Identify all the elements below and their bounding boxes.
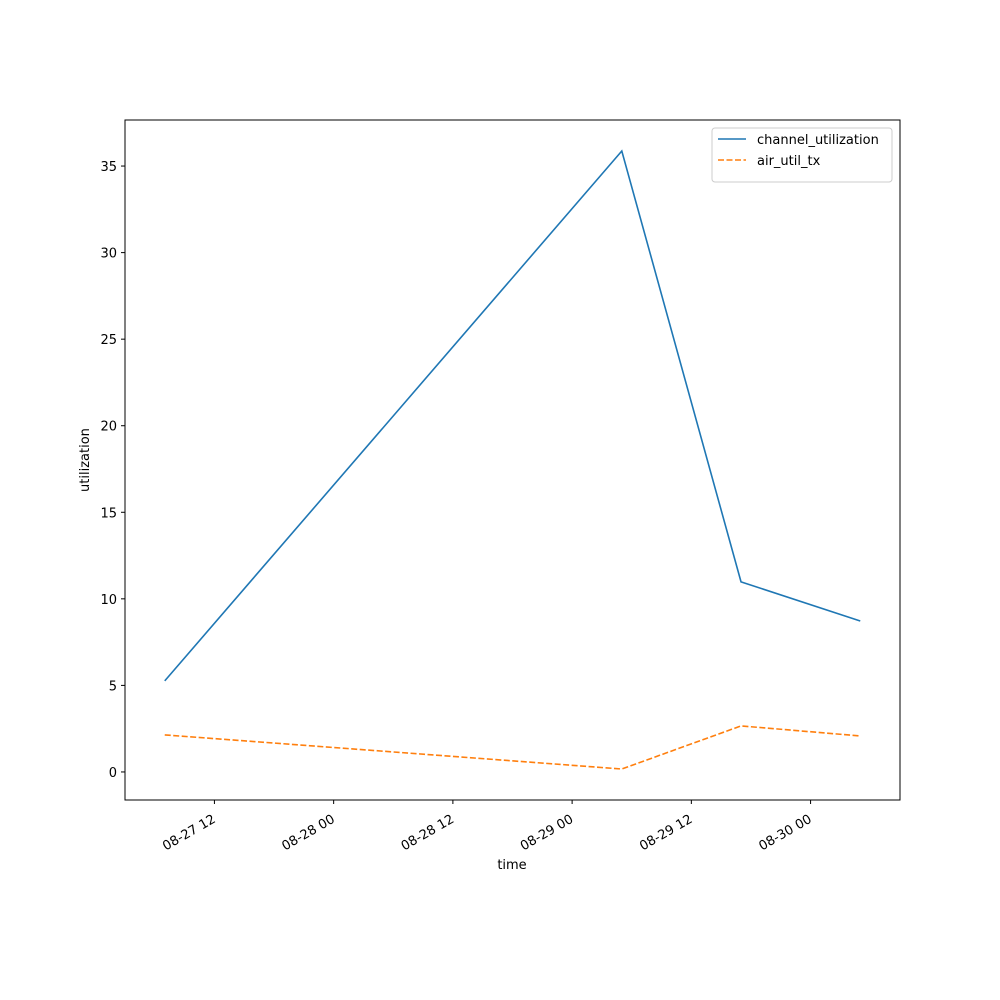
y-tick-label: 10 — [100, 593, 117, 608]
line-series — [164, 149, 861, 682]
plot-frame — [124, 119, 901, 801]
legend-box — [711, 127, 893, 183]
y-tick-label: 0 — [109, 766, 117, 781]
y-tick-label: 15 — [100, 506, 117, 521]
y-tick-label: 30 — [100, 247, 117, 262]
legend-label: channel_utilization — [757, 133, 879, 148]
y-axis-label: utilization — [78, 428, 93, 492]
y-tick-label: 25 — [100, 333, 117, 348]
y-tick-label: 5 — [109, 679, 117, 694]
x-axis-label: time — [497, 858, 526, 873]
y-tick-label: 35 — [100, 160, 117, 175]
line-series — [164, 725, 861, 770]
legend-label: air_util_tx — [757, 154, 821, 169]
y-tick-label: 20 — [100, 420, 117, 435]
